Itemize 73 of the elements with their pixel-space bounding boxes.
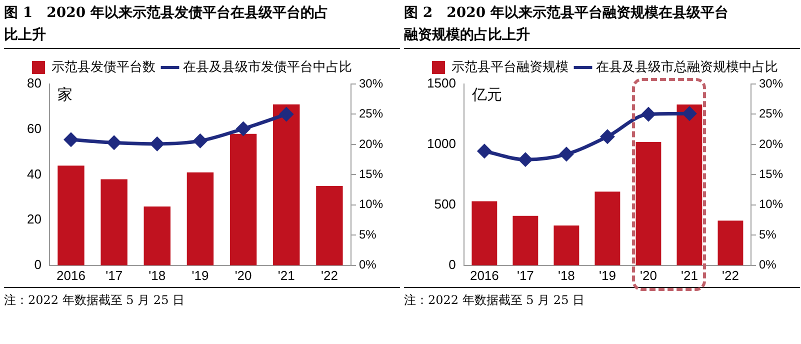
x-tick-label: 2016: [470, 268, 499, 283]
point: [642, 107, 656, 121]
x-tick-label: '21: [680, 268, 698, 283]
y2-tick-label: 20%: [358, 136, 384, 151]
text: 注：2022 年数据截至 5 月 25 日: [4, 292, 186, 309]
x-tick-label: '18: [558, 268, 575, 283]
bar: [58, 166, 84, 266]
x-tick-label: '20: [234, 268, 252, 283]
x-tick-label: '17: [516, 268, 534, 283]
y-tick-label: 1500: [427, 76, 456, 91]
point: [478, 144, 492, 158]
text: 注：2022 年数据截至 5 月 25 日: [404, 292, 586, 309]
y2-tick-label: 5%: [358, 227, 377, 242]
y2-tick-label: 20%: [758, 136, 784, 151]
point: [236, 122, 250, 136]
bar: [718, 220, 744, 266]
x-tick-label: '22: [722, 268, 739, 283]
chart-title: 图 2 2020 年以来示范县平台融资规模在县级平台融资规模的占比上升: [404, 5, 728, 43]
point: [64, 132, 78, 146]
legend-label: 在县及县级市总融资规模中占比: [596, 59, 778, 74]
bar: [676, 104, 702, 266]
y2-tick-label: 0%: [358, 258, 377, 272]
x-tick-label: '18: [148, 268, 166, 283]
point: [518, 152, 532, 166]
x-tick-label: '19: [598, 268, 616, 283]
y2-tick-label: 0%: [758, 258, 777, 272]
legend-label: 示范县平台融资规模: [452, 59, 568, 74]
bar: [316, 186, 343, 266]
y-tick-label: 60: [26, 120, 42, 136]
y-tick-label: 20: [26, 212, 42, 227]
x-tick-label: '22: [320, 268, 338, 283]
point: [600, 130, 614, 144]
y-tick-label: 80: [26, 76, 42, 91]
bar: [512, 216, 538, 266]
bar: [554, 225, 580, 266]
y-tick-label: 1000: [427, 136, 456, 152]
y-axis-title: 亿元: [470, 85, 502, 104]
y2-tick-label: 25%: [758, 106, 784, 121]
x-tick-label: '19: [192, 268, 209, 283]
bar: [594, 192, 620, 266]
y2-tick-label: 30%: [758, 76, 784, 90]
bar: [100, 179, 128, 266]
x-tick-label: '17: [106, 268, 123, 283]
y-tick-label: 0: [34, 256, 42, 272]
y2-tick-label: 15%: [358, 167, 384, 182]
point: [280, 107, 294, 121]
point: [560, 147, 574, 161]
y2-tick-label: 5%: [758, 227, 777, 242]
y2-tick-label: 25%: [358, 106, 384, 121]
legend-label: 在县及县级市发债平台中占比: [183, 59, 352, 74]
y-axis-title: 家: [57, 85, 72, 104]
point: [193, 134, 207, 148]
x-tick-label: '21: [278, 268, 295, 283]
y2-tick-label: 10%: [758, 197, 784, 212]
x-tick-label: 2016: [56, 268, 86, 283]
x-tick-label: '20: [640, 268, 657, 283]
y2-tick-label: 10%: [358, 197, 384, 212]
y-tick-label: 40: [26, 166, 42, 182]
bar: [273, 104, 300, 266]
legend-label: 示范县发债平台数: [52, 59, 156, 74]
chart-title: 图 1 2020 年以来示范县发债平台在县级平台的占比上升: [4, 5, 328, 43]
point: [682, 106, 696, 120]
bar: [636, 142, 662, 266]
y-tick-label: 500: [434, 196, 456, 212]
bar: [472, 201, 498, 266]
y2-tick-label: 15%: [758, 167, 784, 182]
bar: [144, 206, 170, 266]
point: [107, 136, 121, 150]
point: [150, 137, 164, 151]
y2-tick-label: 30%: [358, 76, 384, 90]
bar: [186, 172, 214, 266]
y-tick-label: 0: [448, 256, 456, 272]
bar: [230, 134, 257, 266]
